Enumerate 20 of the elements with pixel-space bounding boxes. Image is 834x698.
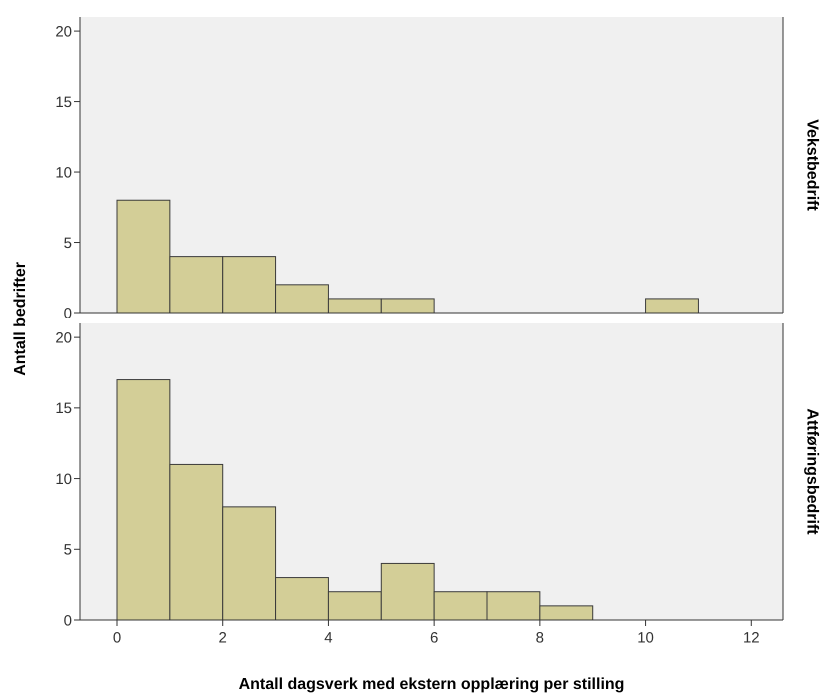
y-tick-label: 5	[64, 542, 72, 559]
x-tick-label: 12	[742, 630, 760, 647]
x-tick-label: 8	[536, 630, 544, 647]
y-tick-label: 10	[55, 470, 72, 488]
y-tick-label: 5	[64, 234, 72, 252]
y-tick-label: 0	[64, 612, 72, 630]
x-tick-label: 2	[218, 630, 227, 647]
y-tick-label: 20	[55, 329, 72, 346]
y-tick-label: 20	[55, 23, 72, 40]
y-tick-label: 15	[55, 94, 72, 111]
y-tick-label: 10	[55, 164, 72, 182]
x-tick-label: 6	[430, 630, 438, 647]
x-tick-label: 4	[324, 630, 333, 647]
y2-axis-title: Attføringsbedrift	[803, 408, 820, 536]
y2-axis-title: Vekstbedrift	[803, 119, 820, 212]
x-tick-label: 0	[112, 630, 122, 647]
x-axis-title: Antall dagsverk med ekstern opplæring per stilling	[238, 676, 626, 694]
y-axis-title: Antall bedrifter	[12, 262, 30, 376]
x-tick-label: 10	[637, 630, 654, 647]
y-tick-label: 15	[55, 400, 72, 418]
